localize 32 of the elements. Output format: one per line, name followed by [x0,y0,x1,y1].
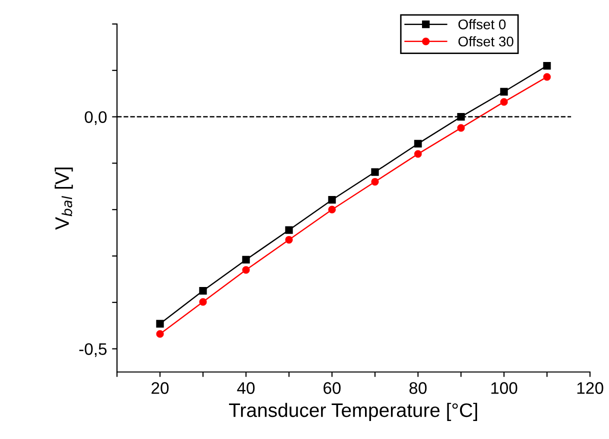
point [457,124,465,132]
point [199,286,207,295]
point [414,150,422,158]
y-axis-title: V$_{bal}$ [V] [54,168,73,230]
point [328,206,336,214]
point [285,226,293,234]
y-tick-label: 0,0 [84,111,107,125]
legend-label: Offset 0 [458,19,506,30]
point [242,266,250,274]
point [457,112,465,121]
y-tick-label: -0,5 [79,343,107,357]
x-tick-label: 40 [237,382,255,394]
x-tick-label: 60 [324,382,341,394]
x-tick-label: 100 [491,382,518,394]
x-tick-label: 80 [409,382,427,394]
point [242,256,250,264]
x-axis-title: Transducer Temperature [°C] [229,402,478,421]
point [156,330,164,338]
point [500,88,508,96]
point [285,236,293,244]
point [371,178,379,186]
point [500,98,508,106]
x-tick-label: 20 [152,382,169,394]
point [199,298,207,306]
point [371,168,379,176]
point [543,73,551,81]
point [328,196,336,204]
point [156,320,164,328]
point [543,62,551,70]
point [414,140,422,148]
legend-label: Offset 30 [458,36,514,46]
x-tick-label: 120 [577,382,604,394]
